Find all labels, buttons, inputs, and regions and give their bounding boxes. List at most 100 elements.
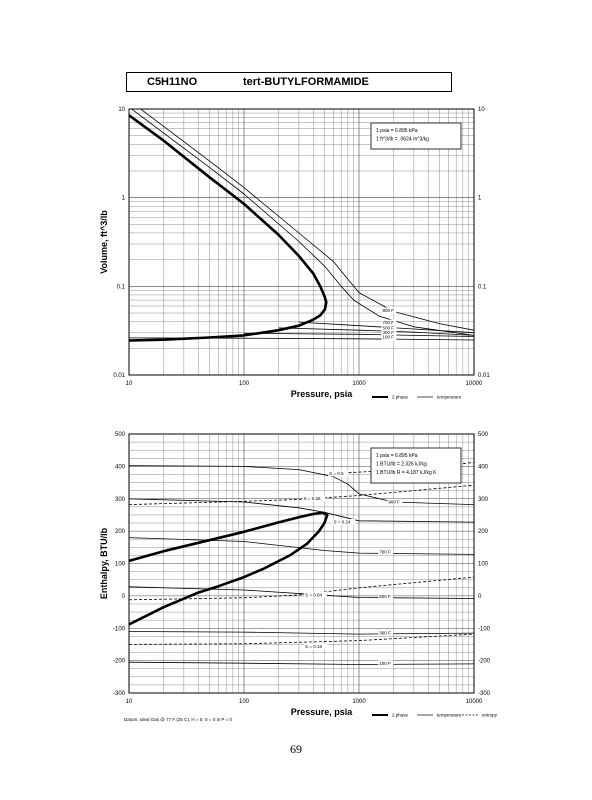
entropy-line (129, 633, 474, 645)
datum-footnote: Datum: Ideal Gas @ 77 F (25 C), H = 0, S… (124, 717, 232, 722)
y-tick-label: 100 (115, 562, 126, 568)
curve-label: 100 F (382, 335, 394, 340)
plot-frame (128, 433, 475, 694)
legend-label: temperature (437, 395, 462, 400)
curve-label-bg (378, 593, 394, 600)
plot-frame (128, 108, 475, 376)
curve-label: S = 0.04 (305, 592, 322, 597)
temperature-line (129, 337, 474, 341)
curve-label: 700 F (382, 320, 394, 325)
info-line: 1 BTU/lb = 2.326 kJ/kg (376, 462, 427, 468)
curve-label: 900 F (388, 499, 400, 504)
y-tick-label-right: 100 (478, 562, 489, 568)
temperature-line (130, 109, 474, 336)
y-tick-label-right: 10 (478, 107, 485, 113)
y-tick-label-right: -100 (478, 626, 491, 632)
entropy-line (129, 576, 474, 601)
curve-label: S = 0.5 (329, 471, 344, 476)
legend-label: temperature (437, 713, 462, 718)
temperature-line (129, 498, 474, 523)
curve-label: S = 0.26 (304, 496, 321, 501)
y-tick-label-right: 200 (478, 529, 489, 535)
y-tick-label: 0 (122, 594, 126, 600)
info-line: 1 psia = 6.895 kPa (376, 453, 418, 459)
curve-label-bg (302, 495, 326, 502)
y-tick-label-right: -200 (478, 659, 491, 665)
legend-label: 2 phase (392, 713, 409, 718)
curve-label-bg (378, 660, 394, 667)
two-phase-curve (129, 114, 328, 342)
chart-enthalpy: 10 100 1000 10000 -300 -300 -200 -200 -100 -100 0 0… (99, 432, 498, 722)
series-group (129, 462, 474, 665)
curve-label: 500 F (382, 326, 394, 331)
curve-label: 700 F (379, 550, 391, 555)
legend-label: entropy (482, 713, 498, 718)
y-tick-label: 400 (115, 464, 126, 470)
curve-label-bg (328, 470, 349, 477)
curve-label: 800 F (382, 308, 394, 313)
temperature-line (139, 109, 474, 331)
curve-label-bg (378, 629, 394, 636)
curve-label-bg (381, 325, 397, 332)
y-tick-label: -300 (113, 691, 126, 697)
info-line: 1 ft^3/lb = .0624 m^3/kg (376, 137, 429, 143)
x-tick-label: 10000 (466, 381, 483, 387)
x-tick-label: 10000 (466, 699, 483, 705)
curve-label-bg (381, 307, 397, 314)
title-box: C5H11NO tert-BUTYLFORMAMIDE (126, 72, 452, 92)
y-tick-label-right: 0.01 (478, 373, 490, 379)
y-tick-label: 500 (115, 432, 126, 438)
y-tick-label-right: 1 (478, 196, 482, 202)
x-tick-label: 10 (126, 699, 133, 705)
y-axis-label: Volume, ft^3/lb (99, 210, 109, 274)
y-tick-label: -100 (113, 626, 126, 632)
y-tick-label: 0.01 (113, 373, 125, 379)
two-phase-curve (129, 511, 329, 626)
temperature-line (129, 586, 474, 599)
info-line: 1 psia = 6.895 kPa (376, 128, 418, 134)
info-line: 1 BTU/lb R = 4.187 kJ/kg K (376, 470, 437, 476)
x-axis-label: Pressure, psia (291, 707, 354, 717)
y-tick-label: 300 (115, 497, 126, 503)
y-tick-label-right: 500 (478, 432, 489, 438)
temperature-line (243, 332, 474, 337)
curve-label: S = 0.24 (333, 520, 350, 525)
x-axis-label: Pressure, psia (291, 389, 354, 399)
curve-label: 100 F (379, 661, 391, 666)
entropy-line (129, 484, 474, 505)
curve-label: 500 F (379, 594, 391, 599)
legend-label: 2 phase (392, 395, 409, 400)
y-tick-label-right: 0.1 (478, 284, 487, 290)
curve-label: 300 F (379, 630, 391, 635)
temperature-line (129, 537, 474, 555)
curve-label: S = 0.16 (305, 644, 322, 649)
x-tick-label: 1000 (352, 381, 366, 387)
y-tick-label-right: 300 (478, 497, 489, 503)
y-tick-label-right: 0 (478, 594, 482, 600)
x-tick-label: 100 (239, 699, 250, 705)
y-tick-label: 0.1 (117, 284, 126, 290)
curve-label-bg (381, 334, 397, 341)
y-tick-label-right: -300 (478, 691, 491, 697)
y-tick-label: -200 (113, 659, 126, 665)
curve-label-bg (378, 549, 394, 556)
curve-label-bg (304, 591, 327, 598)
compound-formula: C5H11NO (147, 76, 198, 88)
curve-label: 300 F (382, 330, 394, 335)
temperature-line (129, 661, 474, 665)
y-tick-label-right: 400 (478, 464, 489, 470)
curve-label-bg (332, 519, 356, 526)
x-tick-label: 100 (239, 381, 250, 387)
page-number: 69 (290, 742, 302, 756)
compound-name: tert-BUTYLFORMAMIDE (243, 76, 369, 88)
x-tick-label: 1000 (352, 699, 366, 705)
y-tick-label: 1 (122, 196, 126, 202)
curve-label-bg (304, 643, 327, 650)
y-axis-label: Enthalpy, BTU/lb (99, 527, 109, 599)
series-group (129, 109, 474, 342)
y-tick-label: 10 (118, 107, 125, 113)
curve-label-bg (381, 319, 397, 326)
y-tick-label: 200 (115, 529, 126, 535)
info-box (370, 122, 462, 150)
